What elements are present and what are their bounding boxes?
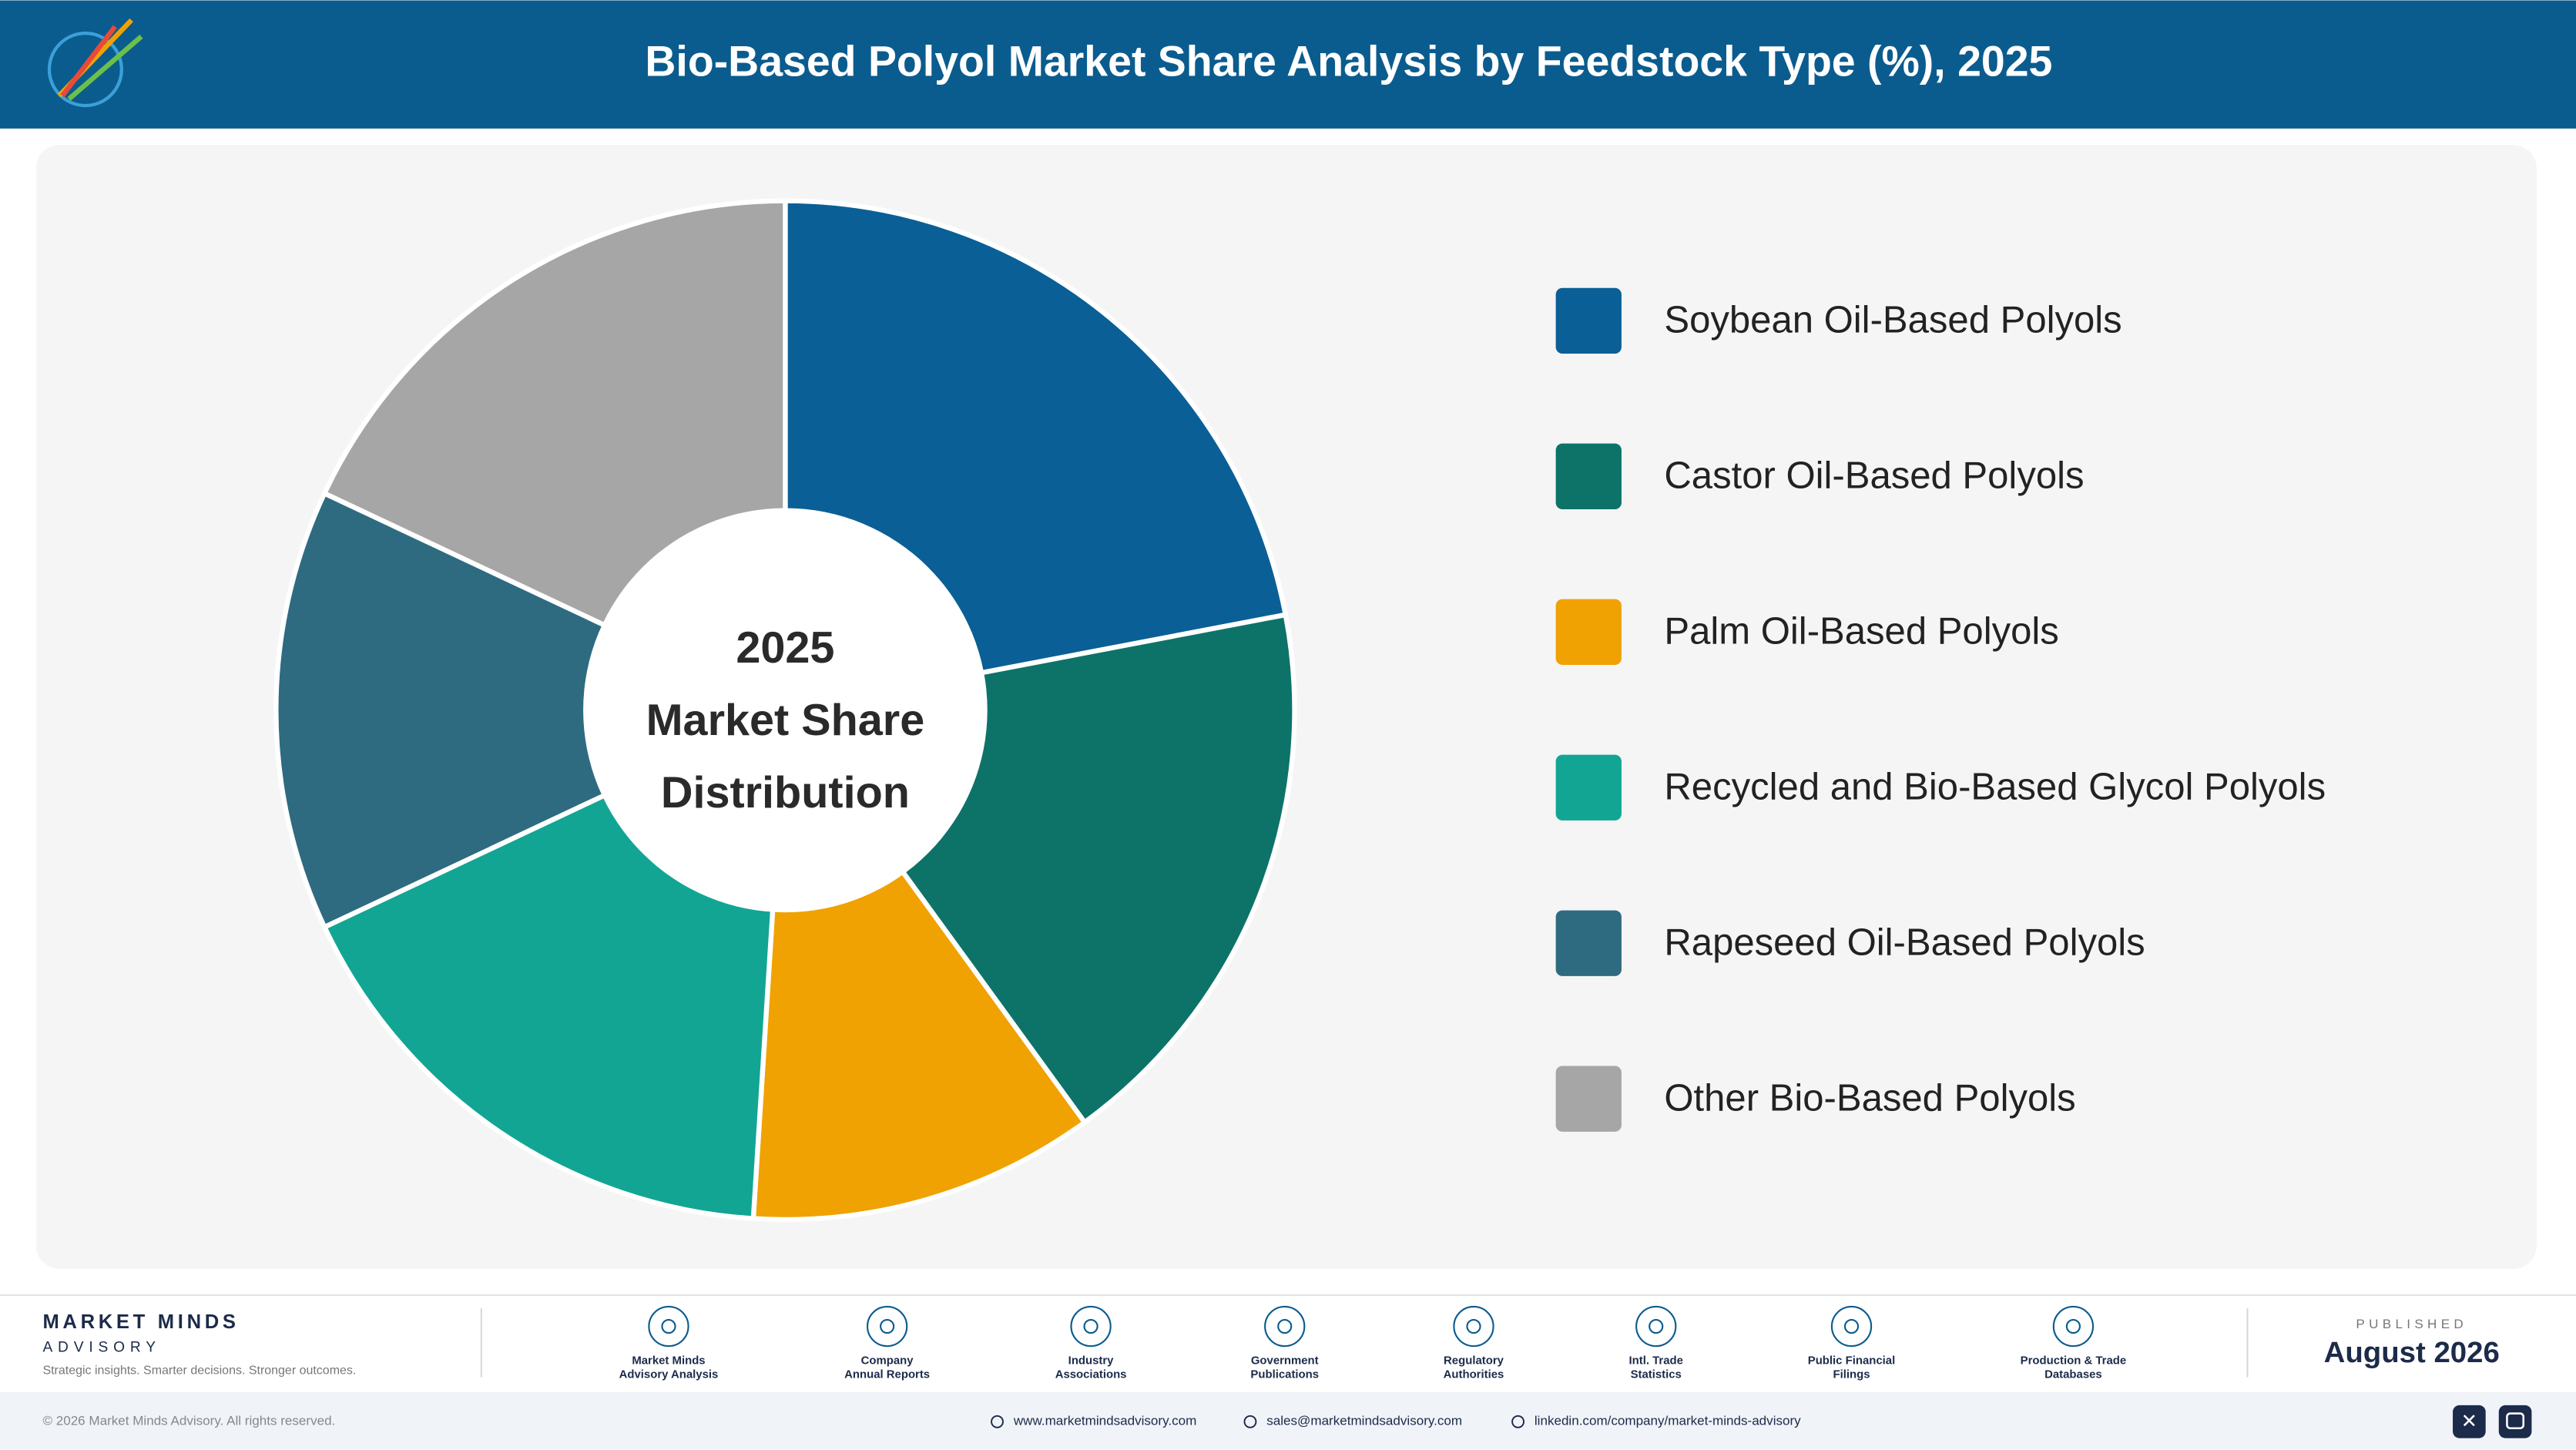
- logo-ring: [47, 32, 123, 108]
- logo-stroke: [67, 34, 143, 101]
- source-label: Industry: [1068, 1354, 1115, 1367]
- legend-swatch: [1555, 599, 1622, 665]
- source-icon-dot: [1649, 1318, 1664, 1334]
- source-label: Government: [1251, 1354, 1319, 1367]
- contact-linkedin[interactable]: linkedin.com/company/market-minds-adviso…: [1535, 1414, 1801, 1428]
- contact-icon: [991, 1415, 1004, 1428]
- source-icon: [1830, 1305, 1873, 1348]
- youtube-social-button[interactable]: [2498, 1405, 2532, 1438]
- x-icon: ✕: [2461, 1411, 2477, 1432]
- source-icon: [1070, 1305, 1112, 1348]
- legend-label: Other Bio-Based Polyols: [1664, 1077, 2075, 1119]
- source-icon-dot: [1843, 1318, 1860, 1334]
- header-bar: [0, 0, 2576, 129]
- youtube-icon: [2506, 1412, 2525, 1430]
- source-icon: [1264, 1305, 1306, 1348]
- source-icon: [648, 1305, 689, 1348]
- brand-sub: ADVISORY: [42, 1339, 160, 1355]
- source-label: Advisory Analysis: [619, 1368, 719, 1381]
- legend-label: Recycled and Bio-Based Glycol Polyols: [1664, 766, 2326, 807]
- contact-icon: [1511, 1415, 1524, 1428]
- center-label: 2025: [736, 623, 834, 673]
- footer-bottom-bar: [0, 1391, 2576, 1450]
- source-icon: [866, 1305, 908, 1348]
- source-label: Annual Reports: [844, 1368, 930, 1381]
- source-label: Market Minds: [632, 1354, 705, 1367]
- source-label: Publications: [1250, 1368, 1319, 1381]
- logo-stroke: [60, 25, 117, 98]
- x-social-button[interactable]: [2453, 1405, 2486, 1438]
- source-icon: [1453, 1305, 1494, 1348]
- legend-label: Palm Oil-Based Polyols: [1664, 610, 2058, 652]
- source-label: Databases: [2044, 1368, 2102, 1381]
- source-label: Regulatory: [1444, 1354, 1504, 1367]
- source-icon: [1635, 1305, 1677, 1348]
- source-label: Company: [861, 1354, 914, 1367]
- legend-swatch: [1555, 910, 1622, 976]
- source-icon-dot: [2065, 1318, 2081, 1334]
- source-icon-dot: [880, 1318, 895, 1334]
- legend-swatch: [1555, 754, 1622, 821]
- source-icon-dot: [1277, 1318, 1293, 1334]
- source-label: Intl. Trade: [1629, 1354, 1683, 1367]
- source-icon: [2052, 1305, 2095, 1348]
- legend-label: Rapeseed Oil-Based Polyols: [1664, 921, 2145, 963]
- source-label: Authorities: [1444, 1368, 1504, 1381]
- legend-swatch: [1555, 1066, 1622, 1132]
- source-label: Statistics: [1631, 1368, 1682, 1381]
- legend-label: Castor Oil-Based Polyols: [1664, 455, 2084, 496]
- source-icon-dot: [1083, 1318, 1098, 1334]
- page-title: Bio-Based Polyol Market Share Analysis b…: [645, 37, 2052, 85]
- source-icon-dot: [1466, 1318, 1481, 1334]
- source-label: Filings: [1833, 1368, 1870, 1381]
- published-date: August 2026: [2324, 1336, 2500, 1369]
- logo: [47, 18, 143, 108]
- contact-email[interactable]: sales@marketmindsadvisory.com: [1266, 1414, 1462, 1428]
- source-label: Production & Trade: [2021, 1354, 2126, 1367]
- pie-slice: [273, 490, 791, 931]
- donut-hole: [583, 508, 988, 913]
- center-label: Market Share: [646, 696, 925, 745]
- source-label: Associations: [1055, 1368, 1127, 1381]
- published-label: PUBLISHED: [2356, 1317, 2467, 1331]
- center-label: Distribution: [661, 768, 910, 817]
- legend-label: Soybean Oil-Based Polyols: [1664, 299, 2122, 341]
- contact-website[interactable]: www.marketmindsadvisory.com: [1013, 1414, 1196, 1428]
- legend-swatch: [1555, 287, 1622, 354]
- copyright: © 2026 Market Minds Advisory. All rights…: [42, 1414, 335, 1428]
- source-label: Public Financial: [1808, 1354, 1895, 1367]
- brand-name: MARKET MINDS: [42, 1311, 239, 1333]
- tagline: Strategic insights. Smarter decisions. S…: [42, 1364, 356, 1377]
- contact-icon: [1243, 1415, 1257, 1428]
- legend-swatch: [1555, 443, 1622, 509]
- source-icon-dot: [661, 1318, 676, 1334]
